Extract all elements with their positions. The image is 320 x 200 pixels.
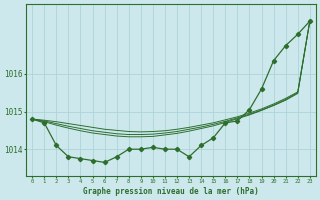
X-axis label: Graphe pression niveau de la mer (hPa): Graphe pression niveau de la mer (hPa)	[83, 187, 259, 196]
